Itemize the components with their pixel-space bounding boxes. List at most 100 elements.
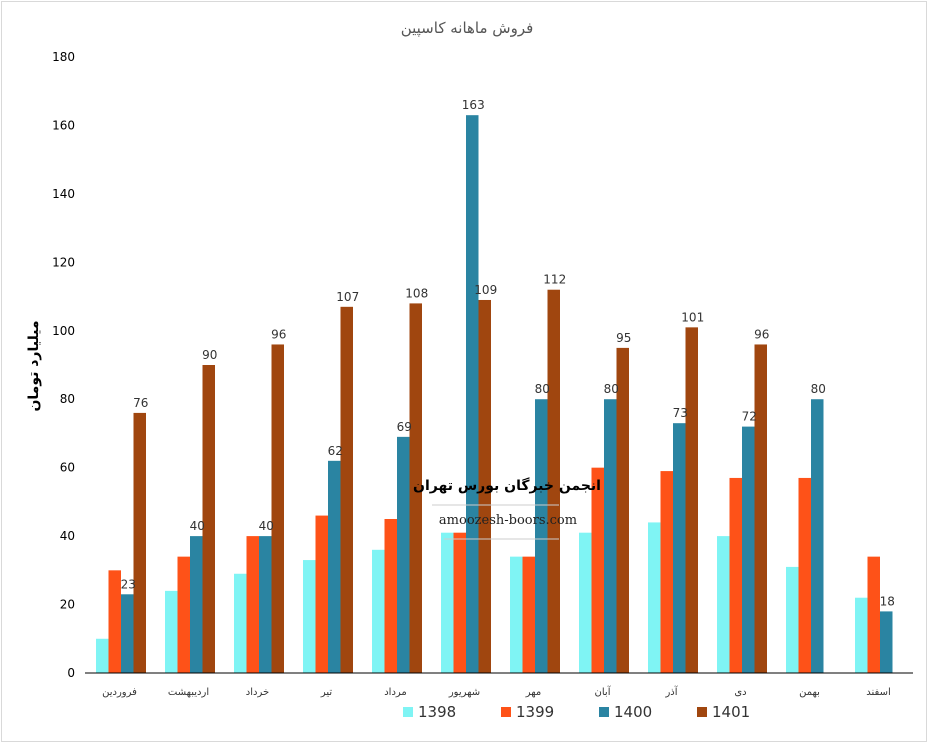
bar-value-label: 80 [811, 382, 826, 396]
x-tick-label: دی [734, 687, 746, 698]
y-tick-label: 180 [52, 50, 75, 64]
x-tick-label: بهمن [799, 687, 820, 698]
bar-value-label: 72 [742, 410, 757, 424]
x-tick-label: اسفند [866, 687, 890, 698]
y-tick-label: 60 [60, 461, 75, 475]
watermark-url: amoozesh-boors.com [439, 513, 577, 528]
bar-1401 [754, 344, 767, 673]
bar-1398 [96, 638, 109, 673]
bar-1399 [798, 477, 811, 673]
bar-1401 [271, 344, 284, 673]
bar-value-label: 163 [462, 98, 485, 112]
bar-value-label: 69 [397, 420, 412, 434]
legend-label: 1398 [418, 703, 456, 721]
bar-value-label: 107 [336, 290, 359, 304]
bar-1399 [177, 556, 190, 673]
bar-1399 [108, 570, 121, 673]
bar-1399 [453, 532, 466, 673]
bar-1401 [685, 327, 698, 673]
legend-swatch-1401 [697, 707, 707, 717]
bar-1400 [121, 594, 134, 673]
legend-label: 1400 [614, 703, 652, 721]
bar-1401 [478, 299, 491, 673]
bar-1401 [133, 412, 146, 673]
x-tick-label: مرداد [384, 687, 407, 698]
x-tick-label: شهریور [448, 687, 480, 698]
x-axis-category-labels: فروردین اردیبهشت خرداد تیر مرداد شهریور مهر آبا… [102, 685, 891, 698]
bar-1398 [855, 597, 868, 673]
x-tick-label: فروردین [102, 687, 137, 698]
bar-1398 [165, 590, 178, 673]
y-tick-label: 0 [67, 666, 75, 680]
bar-1399 [591, 467, 604, 673]
bars [96, 115, 893, 673]
bar-1400 [190, 536, 203, 673]
bar-1399 [867, 556, 880, 673]
bar-1401 [616, 347, 629, 673]
y-tick-label: 40 [60, 529, 75, 543]
bar-1398 [579, 532, 592, 673]
bar-1398 [717, 536, 730, 673]
bar-1401 [547, 289, 560, 673]
bar-value-label: 73 [673, 406, 688, 420]
bar-1399 [384, 519, 397, 673]
bar-value-label: 62 [328, 444, 343, 458]
y-tick-label: 80 [60, 392, 75, 406]
y-axis-ticks: 0 20 40 60 80 100 120 140 160 180 [52, 50, 75, 680]
legend: 1398 1399 1400 1401 [403, 703, 750, 721]
bar-value-label: 96 [271, 327, 286, 341]
bar-value-label: 23 [121, 577, 136, 591]
bar-1400 [673, 423, 686, 673]
bar-1399 [246, 536, 259, 673]
bar-1399 [315, 515, 328, 673]
bar-1401 [202, 365, 215, 673]
bar-value-label: 40 [190, 519, 205, 533]
x-tick-label: مهر [525, 687, 541, 698]
bar-value-label: 80 [604, 382, 619, 396]
x-tick-label: اردیبهشت [168, 687, 209, 698]
watermark: انجمن خبرگان بورس تهران amoozesh-boors.c… [413, 477, 601, 540]
x-tick-label: آبان [595, 685, 612, 698]
bar-value-label: 76 [133, 396, 148, 410]
bar-value-label: 112 [543, 273, 566, 287]
bar-value-label: 109 [474, 283, 497, 297]
bar-1401 [409, 303, 422, 673]
bar-1398 [510, 556, 523, 673]
bar-1400 [466, 115, 479, 673]
legend-swatch-1399 [501, 707, 511, 717]
y-tick-label: 160 [52, 118, 75, 132]
legend-label: 1399 [516, 703, 554, 721]
bar-value-label: 80 [535, 382, 550, 396]
bar-1399 [660, 471, 673, 673]
legend-label: 1401 [712, 703, 750, 721]
bar-1399 [522, 556, 535, 673]
y-tick-label: 140 [52, 187, 75, 201]
bar-value-label: 40 [259, 519, 274, 533]
bar-1400 [397, 436, 410, 673]
x-tick-label: تیر [320, 687, 333, 698]
x-tick-label: آذر [664, 685, 678, 698]
y-tick-label: 20 [60, 598, 75, 612]
y-axis-label: میلیارد تومان [26, 320, 42, 411]
bar-value-label: 101 [681, 310, 704, 324]
bar-1400 [604, 399, 617, 673]
y-tick-label: 120 [52, 255, 75, 269]
bar-value-labels: 23 76 40 90 40 96 62 107 69 108 163 109 80 112 80 95 73 1… [121, 98, 895, 608]
watermark-title: انجمن خبرگان بورس تهران [413, 477, 601, 494]
y-tick-label: 100 [52, 324, 75, 338]
bar-1398 [303, 560, 316, 673]
bar-1400 [328, 460, 341, 673]
bar-1398 [441, 532, 454, 673]
bar-value-label: 108 [405, 286, 428, 300]
chart-title: فروش ماهانه کاسپین [401, 19, 534, 38]
bar-1400 [535, 399, 548, 673]
bar-1398 [786, 566, 799, 673]
x-tick-label: خرداد [246, 687, 269, 698]
bar-1398 [372, 549, 385, 673]
bar-value-label: 95 [616, 331, 631, 345]
bar-value-label: 18 [880, 594, 895, 608]
bar-1400 [742, 426, 755, 673]
legend-swatch-1398 [403, 707, 413, 717]
